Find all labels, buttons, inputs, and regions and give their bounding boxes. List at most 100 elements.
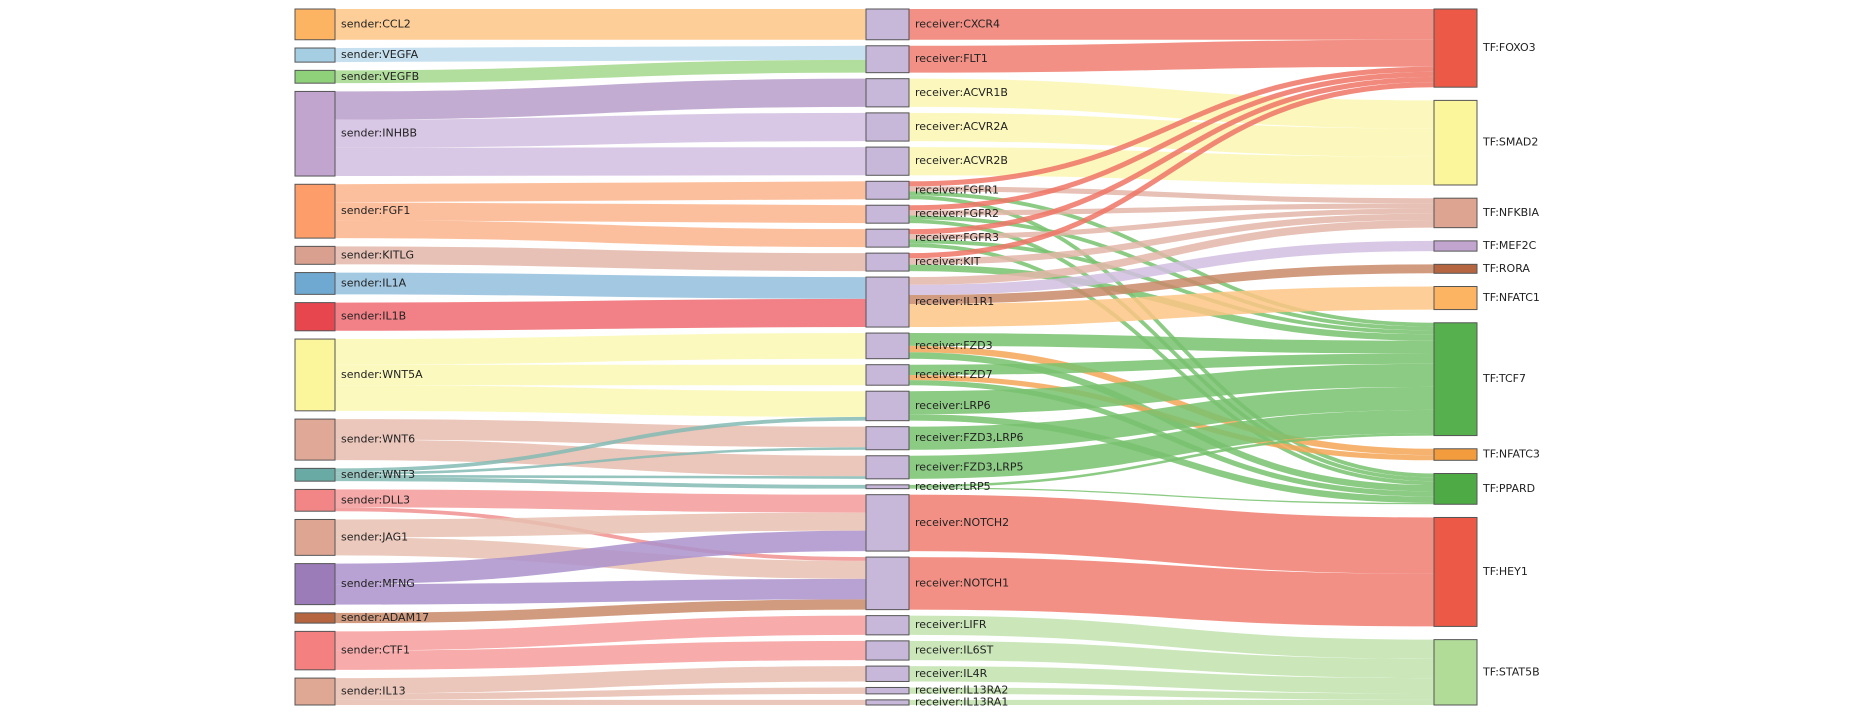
node-r_il13ra2[interactable]: receiver:IL13RA2: [865, 684, 1008, 697]
node-rect[interactable]: [1433, 8, 1478, 88]
node-rect[interactable]: [294, 563, 336, 606]
node-rect[interactable]: [865, 146, 910, 176]
node-r_acvr2b[interactable]: receiver:ACVR2B: [865, 146, 1008, 176]
node-s_dll3[interactable]: sender:DLL3: [294, 488, 410, 512]
node-rect[interactable]: [865, 45, 910, 74]
node-rect[interactable]: [294, 183, 336, 239]
node-rect[interactable]: [865, 364, 910, 386]
node-s_vegfb[interactable]: sender:VEGFB: [294, 69, 419, 84]
node-rect[interactable]: [1433, 322, 1478, 437]
node-rect[interactable]: [294, 612, 336, 624]
node-rect[interactable]: [294, 467, 336, 482]
node-r_acvr1b[interactable]: receiver:ACVR1B: [865, 78, 1008, 108]
node-r_il4r[interactable]: receiver:IL4R: [865, 665, 988, 682]
node-r_fzd3lrp6[interactable]: receiver:FZD3,LRP6: [865, 426, 1023, 451]
node-r_fgfr2[interactable]: receiver:FGFR2: [865, 204, 999, 224]
node-s_inhbb[interactable]: sender:INHBB: [294, 90, 417, 177]
node-s_wnt3[interactable]: sender:WNT3: [294, 467, 415, 482]
node-rect[interactable]: [1433, 473, 1478, 505]
node-s_ccl2[interactable]: sender:CCL2: [294, 8, 411, 41]
node-rect[interactable]: [1433, 263, 1478, 274]
node-rect[interactable]: [865, 484, 910, 490]
node-r_il13ra1[interactable]: receiver:IL13RA1: [865, 695, 1008, 708]
node-rect[interactable]: [294, 69, 336, 84]
node-rect[interactable]: [294, 245, 336, 265]
node-r_lrp6[interactable]: receiver:LRP6: [865, 390, 991, 422]
node-rect[interactable]: [865, 78, 910, 108]
node-rect[interactable]: [865, 640, 910, 661]
node-rect[interactable]: [865, 426, 910, 451]
node-t_nfatc3[interactable]: TF:NFATC3: [1433, 448, 1540, 461]
node-r_lrp5[interactable]: receiver:LRP5: [865, 480, 991, 493]
node-rect[interactable]: [294, 677, 336, 706]
node-t_foxo3[interactable]: TF:FOXO3: [1433, 8, 1536, 88]
node-rect[interactable]: [865, 228, 910, 248]
node-rect[interactable]: [865, 665, 910, 682]
node-s_jag1[interactable]: sender:JAG1: [294, 518, 408, 556]
node-rect[interactable]: [865, 252, 910, 272]
node-s_fgf1[interactable]: sender:FGF1: [294, 183, 410, 239]
node-r_notch2[interactable]: receiver:NOTCH2: [865, 494, 1009, 552]
node-r_fgfr3[interactable]: receiver:FGFR3: [865, 228, 999, 248]
node-rect[interactable]: [865, 615, 910, 636]
node-rect[interactable]: [865, 204, 910, 224]
node-t_nfatc1[interactable]: TF:NFATC1: [1433, 286, 1540, 311]
node-rect[interactable]: [865, 276, 910, 328]
node-r_kit[interactable]: receiver:KIT: [865, 252, 981, 272]
node-t_hey1[interactable]: TF:HEY1: [1433, 516, 1528, 627]
node-rect[interactable]: [1433, 448, 1478, 461]
node-rect[interactable]: [1433, 286, 1478, 311]
node-s_vegfa[interactable]: sender:VEGFA: [294, 47, 419, 63]
node-r_il1r1[interactable]: receiver:IL1R1: [865, 276, 994, 328]
node-rect[interactable]: [865, 699, 910, 706]
node-rect[interactable]: [294, 418, 336, 461]
node-t_rora[interactable]: TF:RORA: [1433, 262, 1530, 275]
node-r_cxcr4[interactable]: receiver:CXCR4: [865, 8, 1000, 41]
node-s_adam17[interactable]: sender:ADAM17: [294, 611, 429, 624]
node-s_ctf1[interactable]: sender:CTF1: [294, 630, 410, 671]
node-r_fzd7[interactable]: receiver:FZD7: [865, 364, 993, 386]
node-t_tcf7[interactable]: TF:TCF7: [1433, 322, 1526, 437]
node-s_wnt5a[interactable]: sender:WNT5A: [294, 338, 423, 412]
node-s_mfng[interactable]: sender:MFNG: [294, 563, 415, 606]
node-rect[interactable]: [294, 302, 336, 332]
node-rect[interactable]: [294, 338, 336, 412]
node-t_stat5b[interactable]: TF:STAT5B: [1433, 639, 1540, 706]
node-s_wnt6[interactable]: sender:WNT6: [294, 418, 415, 461]
node-rect[interactable]: [865, 112, 910, 142]
node-rect[interactable]: [1433, 197, 1478, 229]
node-t_nfkbia[interactable]: TF:NFKBIA: [1433, 197, 1539, 229]
node-t_ppard[interactable]: TF:PPARD: [1433, 473, 1535, 505]
node-rect[interactable]: [294, 90, 336, 177]
node-r_fzd3lrp5[interactable]: receiver:FZD3,LRP5: [865, 455, 1023, 480]
node-r_lifr[interactable]: receiver:LIFR: [865, 615, 987, 636]
node-t_mef2c[interactable]: TF:MEF2C: [1433, 239, 1537, 252]
node-s_il1a[interactable]: sender:IL1A: [294, 272, 407, 295]
node-rect[interactable]: [865, 180, 910, 200]
node-rect[interactable]: [865, 8, 910, 41]
node-rect[interactable]: [865, 332, 910, 360]
node-s_il13[interactable]: sender:IL13: [294, 677, 406, 706]
node-rect[interactable]: [865, 455, 910, 480]
node-rect[interactable]: [865, 494, 910, 552]
node-r_acvr2a[interactable]: receiver:ACVR2A: [865, 112, 1008, 142]
node-r_flt1[interactable]: receiver:FLT1: [865, 45, 988, 74]
node-rect[interactable]: [294, 47, 336, 63]
node-t_smad2[interactable]: TF:SMAD2: [1433, 99, 1538, 186]
node-rect[interactable]: [865, 390, 910, 422]
node-rect[interactable]: [294, 630, 336, 671]
node-rect[interactable]: [1433, 639, 1478, 706]
node-rect[interactable]: [865, 686, 910, 695]
node-r_notch1[interactable]: receiver:NOTCH1: [865, 556, 1009, 611]
node-rect[interactable]: [1433, 240, 1478, 252]
node-r_fzd3[interactable]: receiver:FZD3: [865, 332, 993, 360]
node-rect[interactable]: [294, 272, 336, 295]
node-rect[interactable]: [865, 556, 910, 611]
node-s_il1b[interactable]: sender:IL1B: [294, 302, 406, 332]
node-rect[interactable]: [294, 518, 336, 556]
node-r_il6st[interactable]: receiver:IL6ST: [865, 640, 994, 661]
node-rect[interactable]: [1433, 99, 1478, 186]
node-s_kitlg[interactable]: sender:KITLG: [294, 245, 414, 265]
node-rect[interactable]: [294, 8, 336, 41]
node-rect[interactable]: [294, 488, 336, 512]
